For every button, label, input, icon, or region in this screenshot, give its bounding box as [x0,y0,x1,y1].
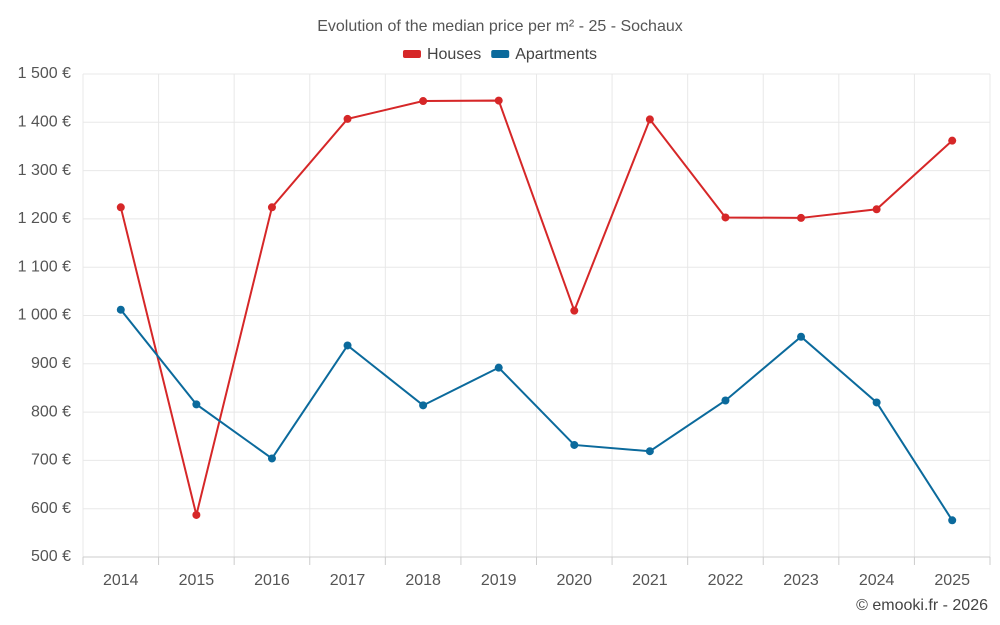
y-tick-label: 1 000 € [18,307,71,324]
y-tick-label: 700 € [31,452,71,469]
series-line [120,309,954,521]
x-tick-label: 2020 [556,572,592,589]
data-point[interactable] [797,332,806,341]
x-tick-label: 2017 [330,572,366,589]
x-tick-label: 2022 [708,572,744,589]
y-tick-label: 1 300 € [18,162,71,179]
data-point[interactable] [721,213,730,222]
data-point[interactable] [419,97,428,106]
data-point[interactable] [872,205,881,214]
x-tick-label: 2024 [859,572,895,589]
data-point[interactable] [419,401,428,410]
data-point[interactable] [645,115,654,124]
x-tick-label: 2023 [783,572,819,589]
x-tick-label: 2025 [934,572,970,589]
x-tick-label: 2019 [481,572,517,589]
legend: Houses Apartments [402,46,597,63]
data-point[interactable] [116,203,125,212]
y-tick-label: 800 € [31,403,71,420]
data-point[interactable] [192,510,201,519]
y-tick-label: 1 500 € [18,65,71,82]
x-axis: 2014 2015 2016 2017 2018 2019 2020 2021 2022 2023… [82,556,991,589]
data-point[interactable] [570,306,579,315]
data-point[interactable] [192,400,201,409]
data-point[interactable] [872,398,881,407]
x-tick-label: 2015 [179,572,215,589]
series-houses [116,96,957,519]
y-axis: 500 € 600 € 700 € 800 € 900 € 1 000 € 1 100 € 1… [18,65,71,565]
series-line [119,99,953,516]
y-tick-label: 1 200 € [18,210,71,227]
data-point[interactable] [343,114,352,123]
data-point[interactable] [343,341,352,350]
chart-title: Evolution of the median price per m² - 2… [317,18,683,35]
legend-label: Houses [427,46,481,63]
data-point[interactable] [267,454,276,463]
data-point[interactable] [267,203,276,212]
data-point[interactable] [645,447,654,456]
data-point[interactable] [797,213,806,222]
y-tick-label: 1 400 € [18,114,71,131]
grid [82,73,991,558]
x-tick-label: 2021 [632,572,668,589]
legend-swatch [402,50,421,58]
y-tick-label: 600 € [31,500,71,517]
data-point[interactable] [721,396,730,405]
legend-item-houses[interactable]: Houses [402,46,481,63]
x-tick-label: 2016 [254,572,290,589]
data-point[interactable] [948,516,957,525]
legend-label: Apartments [515,46,597,63]
x-tick-label: 2018 [405,572,441,589]
data-point[interactable] [116,305,125,314]
data-point[interactable] [494,96,503,105]
y-tick-label: 900 € [31,355,71,372]
data-point[interactable] [494,363,503,372]
legend-item-apartments[interactable]: Apartments [491,46,597,63]
y-tick-label: 500 € [31,548,71,565]
data-point[interactable] [570,440,579,449]
credit-text: © emooki.fr - 2026 [856,597,988,614]
x-tick-label: 2014 [103,572,139,589]
legend-swatch [491,50,510,58]
series-layer [116,96,957,525]
y-tick-label: 1 100 € [18,258,71,275]
data-point[interactable] [948,136,957,145]
series-apartments [116,305,957,525]
